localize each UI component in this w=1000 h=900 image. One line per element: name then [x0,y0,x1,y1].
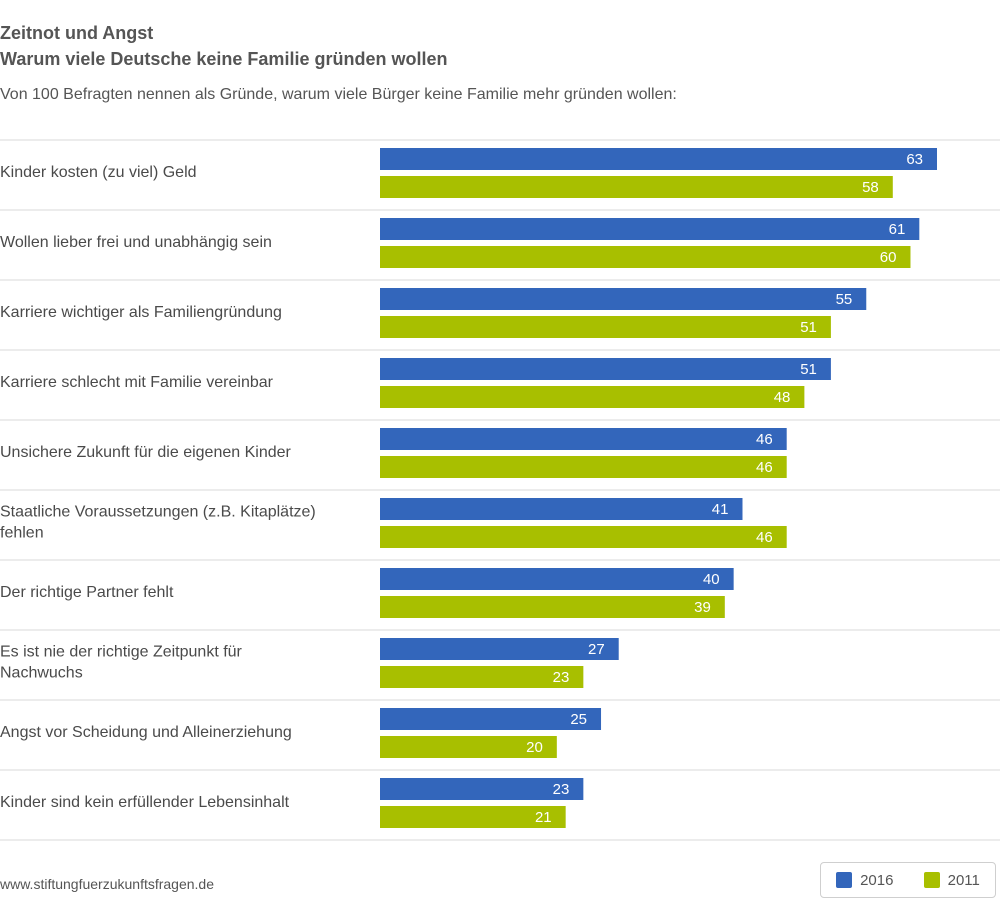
legend-label-2016: 2016 [860,871,894,889]
category-label: Angst vor Scheidung und Alleinerziehung [0,724,292,741]
bar-2016 [380,428,787,450]
bar-2011 [380,176,893,198]
legend-item-2016: 2016 [836,872,893,889]
category-label-line: Wollen lieber frei und unabhängig sein [0,234,272,251]
bar-2011 [380,456,787,478]
category-label: Es ist nie der richtige Zeitpunkt für Nac… [0,644,243,682]
data-label-2011: 60 [880,249,897,266]
legend: 2016 2011 [820,862,996,898]
data-label-2016: 41 [712,501,729,518]
legend-swatch-2016 [836,872,853,888]
category-label-line: Unsichere Zukunft für die eigenen Kinder [0,444,292,461]
data-label-2011: 20 [526,739,543,756]
legend-swatch-2011 [923,872,940,888]
category-label: Karriere schlecht mit Familie vereinbar [0,374,274,391]
category-label-line: Nachwuchs [0,665,83,682]
data-label-2011: 46 [756,529,773,546]
bar-2016 [380,358,831,380]
category-label-line: Karriere wichtiger als Familiengründung [0,304,282,321]
category-label: Wollen lieber frei und unabhängig sein [0,234,272,251]
data-label-2011: 48 [774,389,791,406]
data-label-2016: 25 [570,711,587,728]
legend-label-2011: 2011 [947,871,980,889]
bar-2011 [380,596,725,618]
data-label-2016: 23 [553,781,570,798]
bar-2016 [380,708,602,730]
source-link[interactable]: www.stiftungfuerzukunftsfragen.de [0,876,215,892]
data-label-2016: 55 [836,291,853,308]
bar-2016 [380,148,937,170]
category-label: Karriere wichtiger als Familiengründung [0,304,282,321]
category-label-line: Staatliche Voraussetzungen (z.B. Kitaplä… [0,504,316,521]
category-label-line: fehlen [0,525,44,542]
bar-2011 [380,316,831,338]
bar-2011 [380,386,805,408]
data-label-2011: 39 [694,599,711,616]
chart-title: Zeitnot und Angst [0,23,154,43]
bar-2011 [380,526,787,548]
bar-2016 [380,778,584,800]
chart-intro: Von 100 Befragten nennen als Gründe, war… [0,86,677,103]
bar-2016 [380,498,743,520]
category-label: Unsichere Zukunft für die eigenen Kinder [0,444,292,461]
data-label-2016: 51 [800,361,817,378]
data-label-2011: 23 [553,669,570,686]
category-label: Staatliche Voraussetzungen (z.B. Kitaplä… [0,504,316,542]
data-label-2016: 27 [588,641,605,658]
data-label-2016: 61 [889,221,906,238]
bar-2011 [380,806,566,828]
data-label-2011: 58 [862,179,879,196]
data-label-2011: 46 [756,459,773,476]
category-label: Kinder kosten (zu viel) Geld [0,164,197,181]
data-label-2016: 46 [756,431,773,448]
bar-2016 [380,218,920,240]
bar-2016 [380,638,619,660]
legend-item-2011: 2011 [923,871,980,889]
category-label-line: Der richtige Partner fehlt [0,584,174,601]
category-label-line: Karriere schlecht mit Familie vereinbar [0,374,274,391]
category-label-line: Angst vor Scheidung und Alleinerziehung [0,724,292,741]
bar-2011 [380,736,557,758]
category-label-line: Es ist nie der richtige Zeitpunkt für [0,644,243,661]
chart-subtitle: Warum viele Deutsche keine Familie gründ… [0,49,448,69]
category-label: Kinder sind kein erfüllender Lebensinhal… [0,794,290,811]
bar-chart: Kinder kosten (zu viel) Geld 63 58 Wollen l… [0,139,1000,841]
data-label-2016: 63 [906,151,923,168]
bar-2016 [380,568,734,590]
data-label-2016: 40 [703,571,720,588]
bar-2011 [380,246,911,268]
bar-2016 [380,288,867,310]
category-label: Der richtige Partner fehlt [0,584,174,601]
category-label-line: Kinder sind kein erfüllender Lebensinhal… [0,794,290,811]
data-label-2011: 21 [535,809,552,826]
data-label-2011: 51 [800,319,817,336]
bar-2011 [380,666,584,688]
category-label-line: Kinder kosten (zu viel) Geld [0,164,197,181]
